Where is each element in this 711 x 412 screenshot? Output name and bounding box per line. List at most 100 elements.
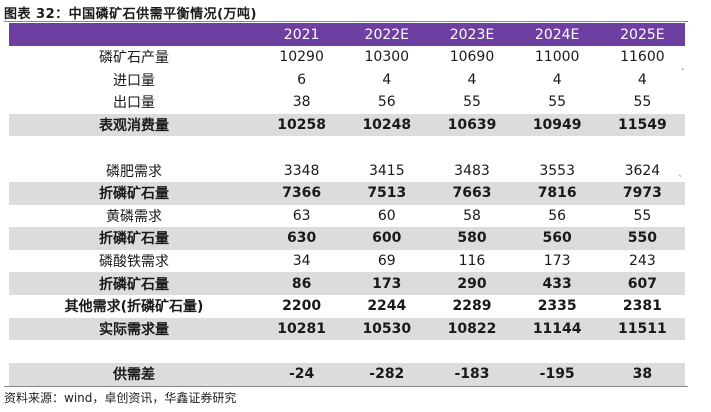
value-cell: 4: [552, 71, 562, 88]
table-row: [9, 340, 685, 363]
table-row: 折磷矿石量 7366 7513 7663 7816 7973: [9, 181, 685, 205]
value-cell: 2335: [537, 298, 577, 315]
table-row: 供需差 -24 -282 -183 -195 38: [9, 363, 685, 386]
table-header-row: 2021 2022E 2023E 2024E 2025E: [9, 23, 685, 46]
value-cell: 55: [463, 94, 481, 111]
value-cell: [344, 136, 429, 159]
value-cell: 11000: [534, 49, 580, 66]
value-cell: 600: [344, 227, 430, 250]
value-cell: 2244: [367, 298, 407, 315]
value-cell: 11549: [599, 113, 685, 137]
value-cell: 116: [458, 253, 486, 270]
value-cell: 6: [297, 71, 307, 88]
row-label-cell: 折磷矿石量: [9, 272, 260, 295]
value-cell: [515, 136, 600, 159]
value-cell: 38: [292, 94, 311, 111]
value-cell: [515, 340, 600, 363]
row-label-cell: 黄磷需求: [106, 208, 162, 225]
value-cell: 58: [463, 207, 481, 224]
value-cell: 10258: [259, 113, 345, 137]
value-cell: 10822: [429, 317, 515, 341]
value-cell: 63: [292, 207, 311, 224]
value-cell: [429, 340, 514, 363]
value-cell: 10949: [514, 113, 600, 137]
value-cell: 11600: [620, 49, 665, 66]
value-cell: [259, 136, 344, 159]
value-cell: -183: [429, 363, 515, 386]
value-cell: 10300: [364, 49, 410, 66]
value-cell: [600, 340, 685, 363]
value-cell: 10281: [259, 317, 345, 341]
row-label-cell: 磷肥需求: [106, 163, 162, 180]
table-row: [9, 136, 685, 159]
row-label-cell: 出口量: [113, 95, 155, 112]
value-cell: 630: [259, 227, 345, 250]
value-cell: 7513: [344, 181, 430, 205]
value-cell: 38: [599, 363, 685, 386]
value-cell: 11144: [514, 317, 600, 341]
value-cell: 10639: [429, 113, 515, 137]
value-cell: 173: [543, 253, 571, 270]
row-label-cell: 其他需求(折磷矿石量): [64, 299, 204, 316]
value-cell: 2381: [622, 298, 662, 315]
value-cell: 55: [633, 207, 652, 224]
value-cell: [429, 136, 514, 159]
table-row: 实际需求量 10281 10530 10822 11144 11511: [9, 317, 685, 341]
value-cell: 2200: [282, 298, 322, 315]
table-row: 磷肥需求 3348 3415 3483 3553 3624: [9, 159, 685, 182]
value-cell: 2289: [452, 298, 492, 315]
table-row: 折磷矿石量 630 600 580 560 550: [9, 227, 685, 250]
value-cell: -195: [514, 363, 600, 386]
value-cell: 550: [599, 227, 685, 250]
table-row: 磷酸铁需求 34 69 116 173 243: [9, 250, 685, 273]
value-cell: 7366: [259, 181, 345, 205]
value-cell: 10690: [449, 49, 495, 66]
table-row: 表观消费量 10258 10248 10639 10949 11549: [9, 113, 685, 137]
value-cell: 10290: [279, 49, 324, 66]
value-cell: 3553: [539, 162, 575, 179]
value-cell: 3348: [283, 162, 320, 179]
value-cell: 56: [548, 207, 567, 224]
value-cell: 173: [344, 272, 430, 295]
supply-demand-table: 2021 2022E 2023E 2024E 2025E 磷矿石产量 10290 1…: [9, 23, 685, 386]
value-cell: 433: [514, 272, 600, 295]
value-cell: 290: [429, 272, 515, 295]
value-cell: 3624: [624, 162, 661, 179]
header-year-cell: 2023E: [429, 23, 515, 46]
top-rule: [4, 21, 688, 22]
value-cell: 4: [637, 71, 647, 88]
value-cell: [344, 340, 429, 363]
value-cell: 56: [377, 94, 396, 111]
table-row: 折磷矿石量 86 173 290 433 607: [9, 272, 685, 295]
value-cell: 607: [599, 272, 685, 295]
bottom-rule: [4, 386, 688, 387]
value-cell: 60: [377, 207, 396, 224]
value-cell: 560: [514, 227, 600, 250]
row-label-cell: 表观消费量: [9, 113, 260, 137]
value-cell: 55: [633, 94, 652, 111]
table-row: 进口量 6 4 4 4 4: [9, 69, 685, 92]
row-label-cell: 实际需求量: [9, 317, 260, 341]
row-label-cell: 磷矿石产量: [99, 50, 169, 67]
row-label-cell: [9, 136, 259, 159]
value-cell: 4: [382, 71, 392, 88]
edge-mark: ˎ: [678, 166, 683, 177]
value-cell: -282: [344, 363, 430, 386]
table-row: 其他需求(折磷矿石量) 2200 2244 2289 2335 2381: [9, 295, 685, 318]
table-row: 黄磷需求 63 60 58 56 55: [9, 205, 685, 228]
row-label-cell: 折磷矿石量: [9, 227, 260, 250]
row-label-cell: 折磷矿石量: [9, 181, 260, 205]
header-label-cell: [9, 23, 260, 46]
value-cell: 243: [629, 253, 656, 270]
value-cell: 4: [467, 71, 477, 88]
source-note: 资料来源：wind，卓创资讯，华鑫证券研究: [4, 391, 237, 405]
header-year-cell: 2021: [259, 23, 345, 46]
row-label-cell: 供需差: [9, 363, 260, 386]
table-title: 图表 32：中国磷矿石供需平衡情况(万吨): [4, 7, 257, 22]
value-cell: 34: [292, 253, 311, 270]
value-cell: 3415: [368, 162, 405, 179]
table-row: 磷矿石产量 10290 10300 10690 11000 11600: [9, 46, 685, 69]
header-year-cell: 2024E: [514, 23, 600, 46]
value-cell: 11511: [599, 317, 685, 341]
value-cell: 580: [429, 227, 515, 250]
